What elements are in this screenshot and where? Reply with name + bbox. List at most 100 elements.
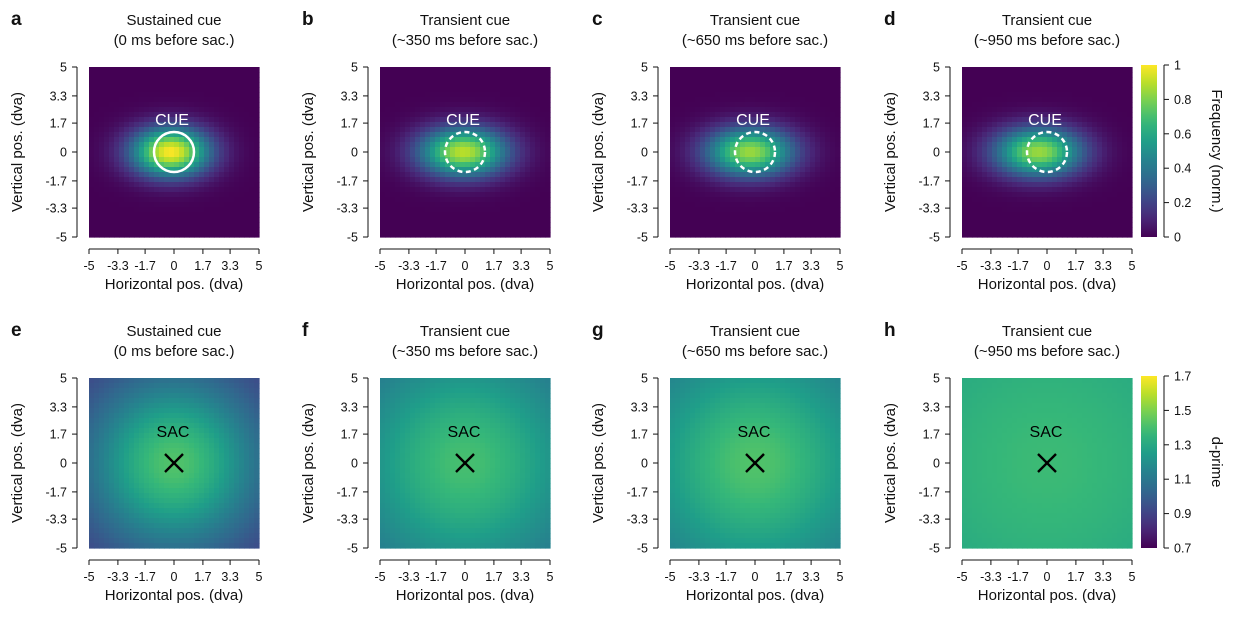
heatmap-cell bbox=[835, 127, 841, 133]
heatmap-cell bbox=[790, 172, 796, 178]
heatmap-cell bbox=[149, 177, 155, 183]
heatmap-cell bbox=[510, 142, 516, 148]
heatmap-cell bbox=[169, 102, 175, 108]
heatmap-cell bbox=[680, 192, 686, 198]
heatmap-cell bbox=[800, 122, 806, 128]
heatmap-cell bbox=[114, 92, 120, 98]
heatmap-cell bbox=[745, 67, 751, 73]
heatmap-cell bbox=[700, 67, 706, 73]
heatmap-cell bbox=[1127, 127, 1133, 133]
heatmap-cell bbox=[815, 147, 821, 153]
heatmap-cell bbox=[710, 202, 716, 208]
heatmap-cell bbox=[1122, 147, 1128, 153]
heatmap-cell bbox=[520, 207, 526, 213]
heatmap-cell bbox=[450, 117, 456, 123]
heatmap-cell bbox=[720, 212, 726, 218]
heatmap-cell bbox=[204, 142, 210, 148]
heatmap-cell bbox=[425, 132, 431, 138]
heatmap-cell bbox=[445, 207, 451, 213]
heatmap-cell bbox=[760, 152, 766, 158]
heatmap-cell bbox=[249, 117, 255, 123]
heatmap-cell bbox=[962, 222, 968, 228]
heatmap-cell bbox=[1047, 132, 1053, 138]
heatmap-cell bbox=[174, 132, 180, 138]
heatmap-cell bbox=[1022, 102, 1028, 108]
heatmap-cell bbox=[962, 202, 968, 208]
heatmap-cell bbox=[99, 172, 105, 178]
heatmap-cell bbox=[735, 67, 741, 73]
heatmap-cell bbox=[124, 117, 130, 123]
heatmap-cell bbox=[405, 117, 411, 123]
heatmap-cell bbox=[149, 102, 155, 108]
heatmap-cell bbox=[114, 513, 120, 519]
heatmap-cell bbox=[114, 212, 120, 218]
heatmap-cell bbox=[184, 162, 190, 168]
heatmap-cell bbox=[1082, 162, 1088, 168]
heatmap-cell bbox=[144, 92, 150, 98]
heatmap-cell bbox=[685, 162, 691, 168]
heatmap-cell bbox=[194, 192, 200, 198]
heatmap-cell bbox=[109, 438, 115, 444]
heatmap-cell bbox=[149, 77, 155, 83]
heatmap-cell bbox=[760, 212, 766, 218]
heatmap-cell bbox=[1007, 192, 1013, 198]
heatmap-cell bbox=[1077, 107, 1083, 113]
heatmap-cell bbox=[1037, 192, 1043, 198]
heatmap-cell bbox=[1042, 107, 1048, 113]
heatmap-cell bbox=[992, 167, 998, 173]
heatmap-cell bbox=[1032, 72, 1038, 78]
heatmap-cell bbox=[967, 102, 973, 108]
heatmap-cell bbox=[1002, 92, 1008, 98]
heatmap-cell bbox=[755, 142, 761, 148]
heatmap-cell bbox=[670, 162, 676, 168]
heatmap-cell bbox=[1087, 107, 1093, 113]
heatmap-cell bbox=[234, 137, 240, 143]
heatmap-cell bbox=[820, 172, 826, 178]
heatmap-cell bbox=[1072, 182, 1078, 188]
heatmap-cell bbox=[239, 72, 245, 78]
heatmap-cell bbox=[725, 72, 731, 78]
heatmap-cell bbox=[94, 87, 100, 93]
heatmap-cell bbox=[109, 433, 115, 439]
heatmap-cell bbox=[815, 112, 821, 118]
heatmap-cell bbox=[99, 473, 105, 479]
heatmap-cell bbox=[670, 102, 676, 108]
heatmap-cell bbox=[775, 167, 781, 173]
heatmap-cell bbox=[209, 162, 215, 168]
heatmap-cell bbox=[104, 157, 110, 163]
heatmap-cell bbox=[1007, 77, 1013, 83]
heatmap-cell bbox=[219, 177, 225, 183]
heatmap-cell bbox=[685, 137, 691, 143]
heatmap-cell bbox=[800, 177, 806, 183]
heatmap-cell bbox=[820, 227, 826, 233]
heatmap-cell bbox=[510, 222, 516, 228]
heatmap-cells bbox=[670, 67, 841, 238]
heatmap-cell bbox=[695, 102, 701, 108]
heatmap-cell bbox=[390, 182, 396, 188]
heatmap-cell bbox=[234, 232, 240, 238]
heatmap-cell bbox=[500, 82, 506, 88]
heatmap-cell bbox=[1037, 227, 1043, 233]
heatmap-cell bbox=[174, 87, 180, 93]
heatmap-cell bbox=[154, 142, 160, 148]
heatmap-cell bbox=[435, 97, 441, 103]
heatmap-cell bbox=[1037, 182, 1043, 188]
heatmap-cell bbox=[987, 167, 993, 173]
heatmap-cell bbox=[390, 232, 396, 238]
heatmap-cell bbox=[104, 207, 110, 213]
heatmap-cell bbox=[405, 182, 411, 188]
heatmap-cell bbox=[219, 67, 225, 73]
heatmap-cell bbox=[99, 523, 105, 529]
heatmap-cell bbox=[109, 493, 115, 499]
heatmap-cell bbox=[515, 207, 521, 213]
heatmap-cell bbox=[485, 187, 491, 193]
heatmap-cell bbox=[740, 212, 746, 218]
heatmap-cell bbox=[1087, 222, 1093, 228]
heatmap-cell bbox=[1047, 207, 1053, 213]
heatmap-cell bbox=[1102, 87, 1108, 93]
heatmap-cell bbox=[530, 107, 536, 113]
heatmap-cell bbox=[440, 87, 446, 93]
heatmap-cell bbox=[1122, 132, 1128, 138]
heatmap-cell bbox=[470, 112, 476, 118]
heatmap-cell bbox=[795, 137, 801, 143]
